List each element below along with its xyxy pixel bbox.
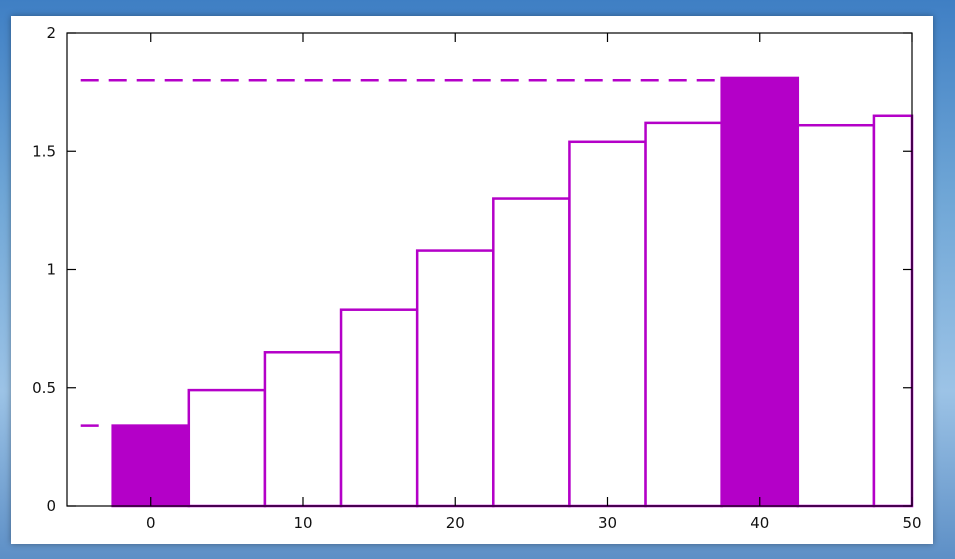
bar-25 — [492, 197, 571, 508]
bar-35 — [644, 121, 723, 508]
bar-0 — [111, 424, 191, 508]
bar-5 — [187, 388, 267, 508]
y-tick-label-2: 2 — [46, 24, 56, 42]
bar-40 — [720, 76, 800, 508]
bar-chart: 0 10 20 30 40 50 0 0.5 1 1.5 2 — [32, 24, 922, 532]
x-tick-label-20: 20 — [446, 514, 465, 532]
y-tick-label-1: 1 — [46, 261, 56, 279]
x-tick-labels: 0 10 20 30 40 50 — [146, 514, 922, 532]
y-tick-label-1.5: 1.5 — [32, 142, 56, 160]
bar-45 — [796, 123, 876, 508]
ticks-layer — [67, 32, 913, 507]
bars-layer — [111, 76, 914, 508]
bar-15 — [339, 308, 419, 508]
bar-50 — [872, 114, 914, 508]
x-tick-label-30: 30 — [598, 514, 617, 532]
bar-10 — [263, 351, 343, 508]
bar-20 — [415, 249, 495, 508]
y-tick-labels: 0 0.5 1 1.5 2 — [32, 24, 56, 515]
x-tick-label-40: 40 — [750, 514, 769, 532]
bar-30 — [568, 140, 647, 508]
chart-panel: 0 10 20 30 40 50 0 0.5 1 1.5 2 — [11, 16, 933, 544]
reference-lines-layer — [80, 79, 722, 427]
y-tick-label-0: 0 — [46, 497, 56, 515]
x-tick-label-10: 10 — [293, 514, 312, 532]
x-tick-label-0: 0 — [146, 514, 156, 532]
x-tick-label-50: 50 — [902, 514, 921, 532]
y-tick-label-0.5: 0.5 — [32, 379, 56, 397]
